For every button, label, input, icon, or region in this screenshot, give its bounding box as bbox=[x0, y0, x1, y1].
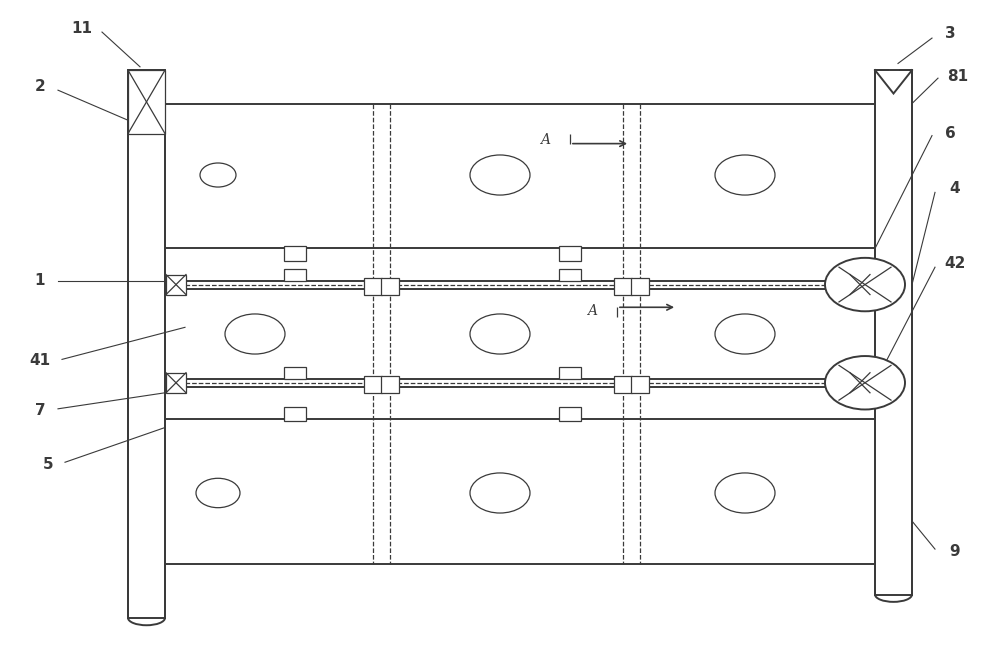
Bar bbox=[364, 278, 382, 295]
Bar bbox=[875, 70, 912, 595]
Bar bbox=[559, 246, 581, 261]
Text: 2: 2 bbox=[35, 79, 45, 94]
Bar bbox=[381, 278, 399, 295]
Text: 42: 42 bbox=[944, 257, 966, 271]
Bar bbox=[850, 275, 870, 295]
Bar bbox=[128, 70, 165, 134]
Circle shape bbox=[825, 258, 905, 311]
Text: 9: 9 bbox=[950, 544, 960, 558]
Bar bbox=[284, 269, 306, 281]
Circle shape bbox=[825, 356, 905, 409]
Text: 81: 81 bbox=[947, 69, 969, 84]
Bar bbox=[559, 269, 581, 281]
Bar bbox=[166, 373, 186, 393]
Text: 5: 5 bbox=[43, 457, 53, 472]
Bar bbox=[128, 70, 165, 618]
Text: 7: 7 bbox=[35, 403, 45, 418]
Bar bbox=[559, 407, 581, 421]
Text: 11: 11 bbox=[72, 21, 92, 35]
Bar bbox=[559, 367, 581, 379]
Bar bbox=[850, 373, 870, 393]
Text: A: A bbox=[540, 134, 550, 147]
Text: A: A bbox=[587, 304, 597, 317]
Bar bbox=[284, 246, 306, 261]
Bar bbox=[284, 407, 306, 421]
Text: 1: 1 bbox=[35, 273, 45, 288]
Bar bbox=[284, 367, 306, 379]
Bar bbox=[166, 275, 186, 295]
Bar bbox=[631, 278, 649, 295]
Text: 3: 3 bbox=[945, 26, 955, 41]
Bar bbox=[364, 376, 382, 393]
Text: 6: 6 bbox=[945, 126, 955, 141]
Bar bbox=[631, 376, 649, 393]
Text: 4: 4 bbox=[950, 181, 960, 196]
Bar bbox=[614, 376, 632, 393]
Text: 41: 41 bbox=[29, 353, 51, 368]
Bar bbox=[381, 376, 399, 393]
Bar bbox=[614, 278, 632, 295]
